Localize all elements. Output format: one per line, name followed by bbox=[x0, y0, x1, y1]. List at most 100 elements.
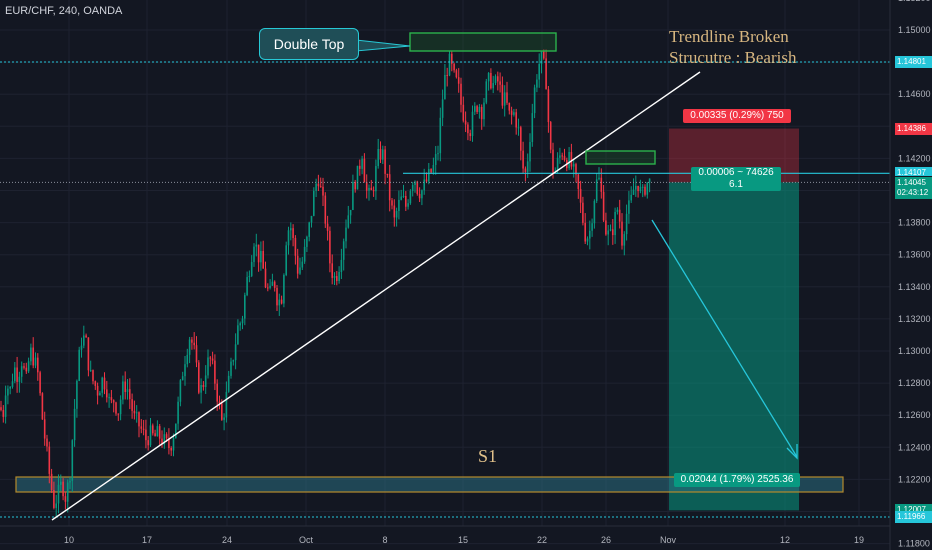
candle-body bbox=[303, 246, 306, 262]
candle-body bbox=[444, 74, 446, 100]
candle-body bbox=[106, 389, 108, 398]
candle-body bbox=[34, 357, 37, 366]
candle-body bbox=[453, 63, 455, 71]
candle-body bbox=[476, 106, 478, 113]
candle-body bbox=[499, 81, 501, 85]
candle-body bbox=[126, 389, 129, 393]
candle-body bbox=[181, 376, 184, 381]
candle-body bbox=[108, 397, 110, 399]
candle-body bbox=[2, 410, 5, 417]
candle-body bbox=[112, 400, 115, 403]
candle-body bbox=[531, 113, 534, 143]
candle-body bbox=[172, 438, 175, 451]
candle-body bbox=[103, 377, 106, 390]
candle-body bbox=[165, 434, 168, 439]
candle-body bbox=[99, 392, 101, 396]
candle-body bbox=[605, 220, 607, 235]
candle-body bbox=[23, 366, 25, 368]
candle-body bbox=[375, 166, 377, 192]
candle-body bbox=[193, 342, 195, 346]
candle-body bbox=[133, 410, 136, 414]
candle-body bbox=[529, 142, 531, 162]
candle-body bbox=[646, 182, 649, 195]
candle-body bbox=[207, 357, 209, 376]
candle-body bbox=[248, 275, 251, 278]
candle-body bbox=[296, 255, 299, 274]
price-tag: 1.11966 bbox=[895, 510, 932, 523]
y-tick-label: 1.13400 bbox=[898, 282, 931, 292]
y-tick-label: 1.15200 bbox=[898, 0, 931, 3]
x-tick-label: 15 bbox=[458, 535, 468, 545]
candle-body bbox=[418, 193, 421, 199]
candle-body bbox=[595, 179, 598, 201]
y-tick-label: 1.15000 bbox=[898, 25, 931, 35]
candle-body bbox=[147, 440, 149, 446]
candle-body bbox=[577, 174, 580, 189]
candle-body bbox=[283, 275, 285, 304]
candle-body bbox=[145, 429, 147, 441]
candle-body bbox=[547, 89, 550, 123]
candle-body bbox=[338, 272, 340, 282]
candle-body bbox=[55, 503, 57, 508]
candle-body bbox=[315, 183, 317, 191]
candle-body bbox=[142, 428, 145, 430]
y-tick-label: 1.13200 bbox=[898, 314, 931, 324]
candle-body bbox=[122, 381, 124, 400]
candle-body bbox=[278, 299, 281, 306]
symbol-label[interactable]: EUR/CHF, 240, OANDA bbox=[5, 5, 123, 17]
candles bbox=[0, 49, 651, 518]
candle-body bbox=[66, 482, 69, 502]
candle-body bbox=[85, 335, 87, 338]
candle-body bbox=[340, 259, 343, 273]
candle-body bbox=[154, 433, 156, 437]
candle-body bbox=[71, 440, 74, 481]
candle-body bbox=[184, 364, 186, 377]
x-tick-label: 8 bbox=[382, 535, 387, 545]
candle-body bbox=[621, 221, 623, 246]
candle-body bbox=[494, 76, 497, 84]
stop-loss-label: 0.00335 (0.29%) 750 bbox=[683, 109, 791, 123]
candle-body bbox=[485, 81, 488, 103]
candle-body bbox=[359, 165, 361, 169]
candle-body bbox=[264, 268, 267, 288]
candle-body bbox=[221, 403, 223, 420]
candle-body bbox=[20, 366, 23, 377]
candle-body bbox=[361, 158, 363, 169]
candle-body bbox=[135, 412, 138, 414]
candle-body bbox=[290, 228, 292, 231]
candle-body bbox=[48, 446, 51, 474]
candle-body bbox=[211, 358, 214, 361]
candle-body bbox=[644, 186, 646, 195]
candle-body bbox=[591, 223, 593, 231]
candle-body bbox=[244, 295, 246, 319]
y-tick-label: 1.11800 bbox=[898, 539, 930, 549]
projection-arrow-line bbox=[651, 219, 798, 458]
candle-body bbox=[448, 53, 451, 76]
candle-body bbox=[372, 190, 375, 192]
candle-body bbox=[294, 237, 297, 256]
y-tick-label: 1.12600 bbox=[898, 410, 931, 420]
candle-body bbox=[382, 149, 384, 160]
candle-body bbox=[16, 367, 18, 382]
candle-body bbox=[158, 426, 161, 439]
candle-body bbox=[568, 152, 570, 169]
candle-body bbox=[446, 74, 448, 76]
candle-body bbox=[223, 417, 225, 420]
candle-body bbox=[471, 111, 474, 137]
candle-body bbox=[349, 209, 352, 216]
candle-body bbox=[533, 87, 536, 114]
candle-body bbox=[138, 412, 140, 427]
candle-body bbox=[563, 155, 566, 161]
x-tick-label: 26 bbox=[601, 535, 611, 545]
candle-body bbox=[25, 367, 28, 372]
candle-body bbox=[625, 213, 628, 235]
candle-body bbox=[506, 92, 508, 103]
candle-body bbox=[648, 178, 651, 183]
candle-body bbox=[483, 102, 485, 120]
take-profit-zone bbox=[669, 182, 799, 511]
candle-body bbox=[170, 448, 172, 451]
candle-body bbox=[287, 230, 290, 246]
candle-body bbox=[317, 183, 320, 187]
candle-body bbox=[593, 200, 596, 224]
